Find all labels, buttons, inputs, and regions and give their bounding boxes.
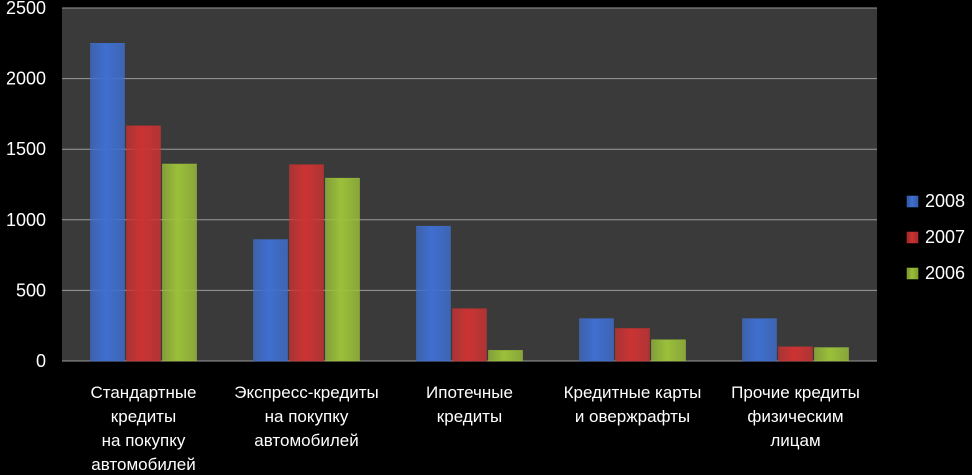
- legend-swatch-2008: [906, 195, 919, 208]
- y-tick-label: 1000: [6, 210, 46, 230]
- category-labels: Стандартные кредиты на покупку автомобилей Э…: [90, 383, 859, 474]
- category-label: Прочие кредиты физическим лицам: [731, 383, 860, 450]
- y-axis-ticks: 0 500 1000 1500 2000 2500: [6, 0, 46, 371]
- plot-area: [62, 8, 877, 361]
- bar-2008-cat-1: [90, 43, 125, 362]
- y-tick-label: 500: [16, 280, 46, 300]
- bar-2006-cat-2: [325, 177, 360, 362]
- bar-2008-cat-5: [742, 318, 777, 362]
- legend-swatch-2006: [906, 267, 919, 280]
- bar-2008-cat-2: [253, 239, 288, 362]
- legend-label-2006: 2006: [925, 263, 965, 283]
- bar-2007-cat-2: [289, 164, 324, 362]
- bar-2007-cat-3: [452, 308, 487, 362]
- category-label: Стандартные кредиты на покупку автомобилей: [90, 383, 196, 474]
- y-tick-label: 2000: [6, 69, 46, 89]
- bar-2006-cat-4: [651, 339, 686, 362]
- category-label: Экспресс-кредиты на покупку автомобилей: [234, 383, 379, 450]
- bar-2008-cat-3: [416, 225, 451, 362]
- bar-2006-cat-3: [488, 350, 523, 362]
- bar-2006-cat-5: [814, 347, 849, 362]
- grid-lines: [62, 7, 877, 362]
- bar-2007-cat-5: [778, 346, 813, 362]
- legend-label-2007: 2007: [925, 227, 965, 247]
- legend-label-2008: 2008: [925, 191, 965, 211]
- bars: [90, 43, 849, 362]
- bar-2008-cat-4: [579, 318, 614, 362]
- legend: 2008 2007 2006: [906, 191, 965, 283]
- bar-2007-cat-4: [615, 328, 650, 362]
- category-label: Кредитные карты и овержрафты: [564, 383, 702, 426]
- bar-2006-cat-1: [162, 163, 197, 362]
- bar-2007-cat-1: [126, 125, 161, 362]
- y-tick-label: 0: [36, 351, 46, 371]
- category-label: Ипотечные кредиты: [426, 383, 513, 426]
- y-tick-label: 1500: [6, 139, 46, 159]
- legend-swatch-2007: [906, 231, 919, 244]
- y-tick-label: 2500: [6, 0, 46, 18]
